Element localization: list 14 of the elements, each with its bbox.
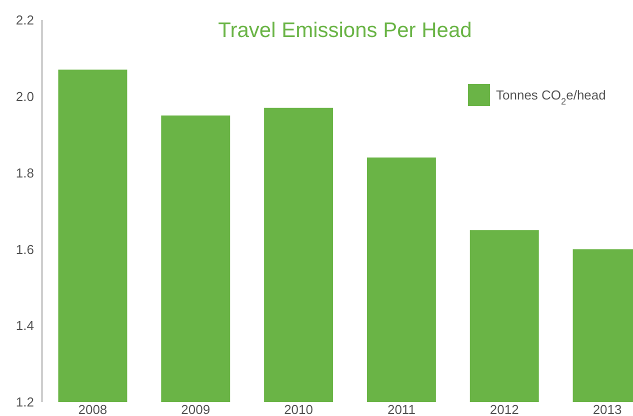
legend-label: Tonnes CO$_{2}$e/head (496, 88, 606, 107)
x-tick-label: 2008 (78, 402, 108, 416)
x-tick-label: 2009 (181, 402, 210, 416)
x-tick-label: 2011 (387, 402, 416, 416)
y-tick-label: 2.0 (16, 88, 34, 104)
x-tick-label: 2013 (592, 402, 622, 416)
y-tick-label: 1.8 (16, 165, 34, 180)
x-tick-label: 2010 (284, 402, 314, 416)
y-tick-label: 1.6 (16, 242, 34, 257)
x-tick-label: 2012 (490, 402, 519, 416)
y-tick-label: 1.2 (16, 394, 34, 410)
y-tick-label: 1.4 (16, 318, 34, 334)
y-tick-label: 2.2 (16, 12, 34, 28)
chart-title: Travel Emissions Per Head (218, 19, 472, 42)
